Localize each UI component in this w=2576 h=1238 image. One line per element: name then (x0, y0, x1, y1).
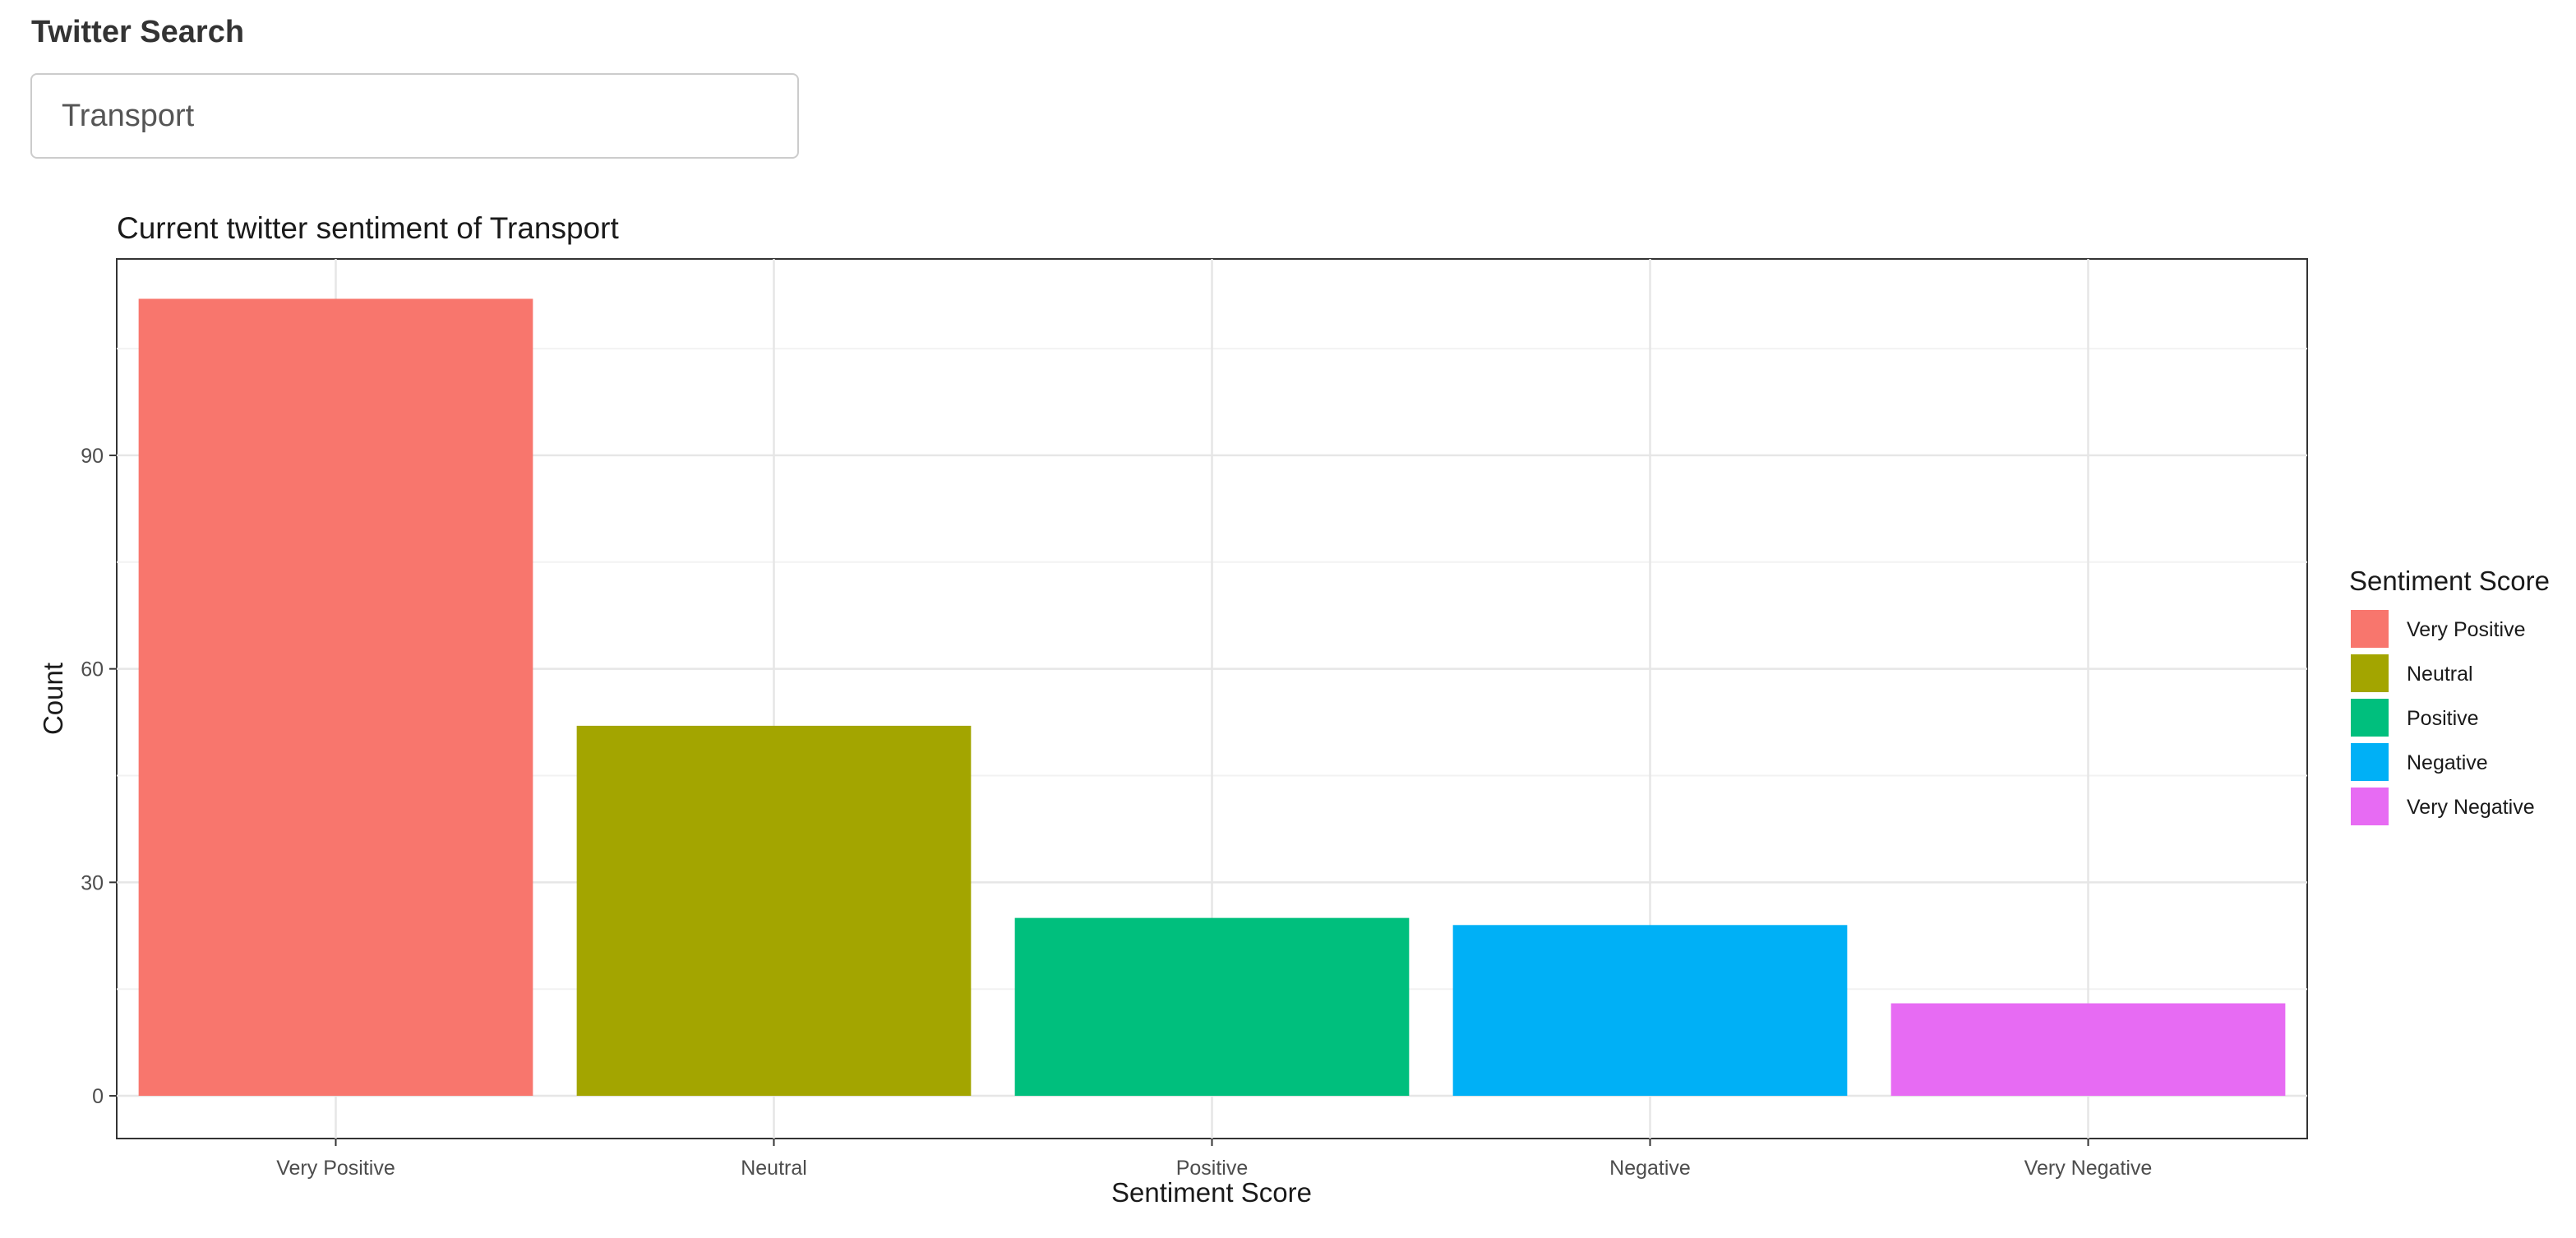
bars (138, 298, 2286, 1097)
y-tick-label: 90 (81, 445, 104, 468)
bar-very-negative (1890, 1003, 2286, 1097)
legend-swatch (2351, 743, 2389, 781)
chart-title: Current twitter sentiment of Transport (117, 211, 619, 245)
y-tick-label: 60 (81, 658, 104, 681)
legend-swatch (2351, 610, 2389, 648)
x-tick-label: Very Positive (276, 1157, 395, 1180)
legend: Sentiment Score Very Positive Neutral Posi… (2349, 566, 2550, 825)
x-tick-label: Positive (1176, 1157, 1249, 1180)
y-tick-label: 30 (81, 871, 104, 894)
search-label: Twitter Search (31, 15, 245, 49)
legend-label: Negative (2407, 751, 2488, 774)
bar-very-positive (138, 298, 533, 1097)
bar-negative (1452, 925, 1848, 1097)
bar-neutral (576, 725, 972, 1097)
bar-positive (1014, 917, 1410, 1097)
legend-label: Neutral (2407, 663, 2473, 686)
legend-swatch (2351, 788, 2389, 825)
legend-label: Very Positive (2407, 618, 2526, 641)
legend-label: Very Negative (2407, 796, 2535, 819)
y-tick-label: 0 (92, 1085, 104, 1108)
x-axis-label: Sentiment Score (1111, 1177, 1312, 1208)
search-input[interactable] (30, 73, 799, 159)
x-axis: Very Positive Neutral Positive Negative Very… (276, 1139, 2152, 1180)
y-axis: 0 30 60 90 (81, 445, 117, 1108)
legend-swatch (2351, 654, 2389, 692)
legend-title: Sentiment Score (2349, 566, 2550, 596)
legend-swatch (2351, 699, 2389, 737)
x-tick-label: Very Negative (2024, 1157, 2153, 1180)
x-tick-label: Neutral (741, 1157, 807, 1180)
legend-label: Positive (2407, 707, 2479, 730)
x-tick-label: Negative (1609, 1157, 1691, 1180)
y-axis-label: Count (38, 663, 68, 735)
